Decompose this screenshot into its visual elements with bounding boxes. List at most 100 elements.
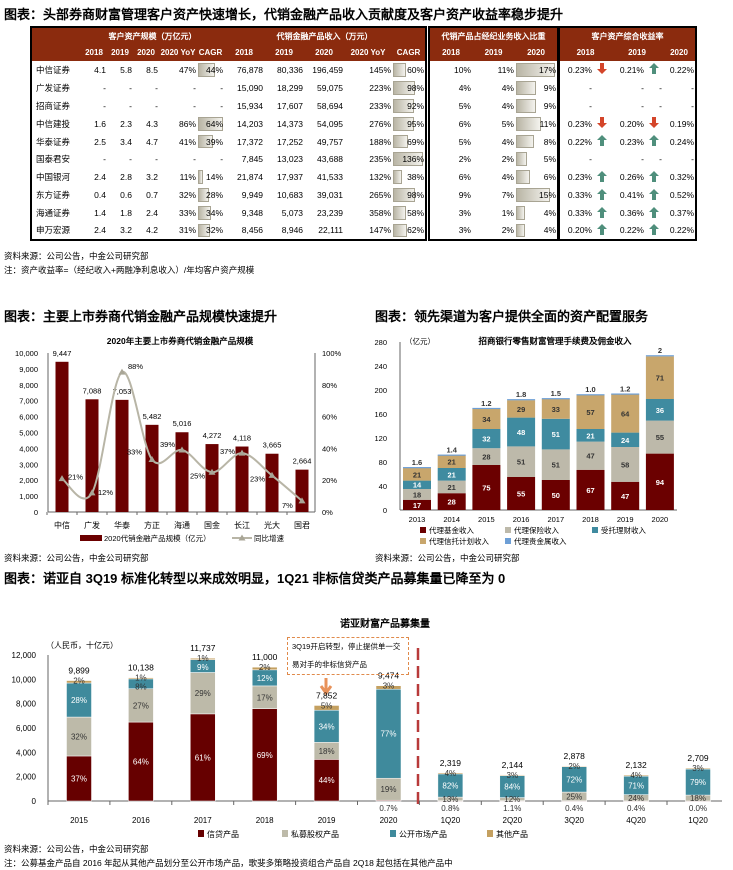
segment-label: 71 xyxy=(656,374,664,383)
segment-label: 18 xyxy=(413,490,421,499)
growth-marker xyxy=(118,368,126,375)
table-row: 中国银河 2.4 2.8 3.2 11% 14% 21,874 17,937 41,533 132… xyxy=(31,168,426,186)
data-bar xyxy=(393,134,409,149)
cell-r-0: 17,372 xyxy=(237,136,264,147)
cell-r-4: 69% xyxy=(392,133,426,151)
cell-a-0: - xyxy=(103,82,106,93)
arrow-down-icon xyxy=(648,117,659,129)
segment-label: 51 xyxy=(517,458,525,467)
segment-label: 1.5 xyxy=(551,389,561,398)
cell-y-2: 0.21% xyxy=(619,64,644,75)
cell-r-2: 23,239 xyxy=(317,208,344,219)
x-tick-label: 2018 xyxy=(256,816,274,825)
stack-segment xyxy=(313,709,340,743)
y-tick-label: 3,000 xyxy=(19,460,38,469)
stack-segment xyxy=(472,429,501,449)
cell-a-1: - xyxy=(129,154,132,165)
stack-segment xyxy=(499,774,526,776)
cell-y-3 xyxy=(645,61,663,79)
stack-segment xyxy=(251,666,278,671)
y2-tick-label: 60% xyxy=(322,413,337,422)
y-tick-label: 4,000 xyxy=(19,444,38,453)
stack-segment xyxy=(437,493,466,510)
segment-label: 2% xyxy=(259,663,271,672)
arrow-up-icon xyxy=(648,223,659,235)
stack-segment xyxy=(403,480,431,489)
segment-label: 34% xyxy=(319,722,335,731)
table-group-3: 客户资产综合收益率 2018 2019 2020 0.23% 0.21% 0.22% - - - -… xyxy=(558,26,698,241)
figure2-title: 图表：主要上市券商代销金融产品规模快速提升 xyxy=(4,309,278,324)
legend-swatch-bar xyxy=(80,535,102,541)
chart-title: 招商银行零售财富管理手续费及佣金收入 xyxy=(478,336,632,346)
cell-a-1: 1.8 xyxy=(120,208,132,219)
segment-label: 3% xyxy=(507,771,519,780)
stack-segment xyxy=(128,721,154,802)
cell-s-2: 8% xyxy=(515,133,558,151)
data-bar xyxy=(393,98,414,113)
cell-r-0: 21,874 xyxy=(237,172,264,183)
broker-name: 广发证券 xyxy=(36,82,71,93)
legend-swatch xyxy=(505,538,511,544)
data-bar xyxy=(516,98,537,113)
cell-y-3 xyxy=(645,168,663,186)
legend-label: 其他产品 xyxy=(496,829,528,839)
cell-a-1: 5.8 xyxy=(120,64,132,75)
corner-cell xyxy=(31,27,81,44)
cell-s-1: 2% xyxy=(501,154,514,165)
cell-r-0: 15,090 xyxy=(237,82,264,93)
total-label: 10,138 xyxy=(128,663,154,673)
stack-segment xyxy=(128,688,154,723)
cell-y-2: 0.23% xyxy=(619,136,644,147)
table-row: 6% 4% 6% xyxy=(429,168,558,186)
arrow-up-icon xyxy=(648,135,659,146)
cell-s-1: 4% xyxy=(501,82,514,93)
cell-s-0: 5% xyxy=(458,136,471,147)
data-bar xyxy=(393,63,407,77)
cell-y-0: 0.23% xyxy=(567,118,592,129)
group-header: 代销金融产品收入（万元） xyxy=(224,27,427,44)
segment-label: 13% xyxy=(442,795,458,804)
segment-label: 12% xyxy=(257,674,273,683)
segment-label: 21 xyxy=(413,470,421,479)
segment-label: 25% xyxy=(566,792,582,801)
growth-marker xyxy=(268,471,276,478)
segment-label: 72% xyxy=(566,775,582,784)
bar-value-label: 3,665 xyxy=(263,441,282,450)
x-tick-label: 2015 xyxy=(478,515,495,524)
y-tick-label: 160 xyxy=(374,410,387,419)
stack-segment xyxy=(561,765,587,767)
cell-y-0: 0.20% xyxy=(567,225,592,236)
table-row: 0.23% 0.26% 0.32% xyxy=(559,168,696,186)
cell-r-4: 95% xyxy=(392,115,426,133)
arrow-down-icon xyxy=(596,63,607,75)
data-bar xyxy=(198,116,223,131)
arrow-up-icon xyxy=(648,188,659,200)
cell-y-4: 0.32% xyxy=(669,172,695,183)
segment-label: 0.8% xyxy=(441,804,459,813)
cell-a-0: 4.1 xyxy=(94,64,106,75)
cell-s-0: 5% xyxy=(458,100,471,111)
stack-segment xyxy=(541,418,570,450)
cell-a-4: 34% xyxy=(197,204,224,222)
cell-s-2: 11% xyxy=(515,115,558,133)
bar-value-label: 4,118 xyxy=(233,434,251,443)
segment-label: 44% xyxy=(319,776,335,785)
table-row: 广发证券 - - - - - 15,090 18,299 59,075 223% 98% xyxy=(31,79,426,97)
y-tick-label: 2,000 xyxy=(19,476,38,485)
cell-a-0: 2.4 xyxy=(94,225,106,236)
segment-label: 1.4 xyxy=(446,446,457,455)
x-tick-label: 2015 xyxy=(70,816,88,825)
cell-r-2: 43,688 xyxy=(317,154,344,165)
bar xyxy=(235,446,249,512)
cell-a-0: 2.4 xyxy=(94,172,106,183)
cell-r-0: 9,348 xyxy=(241,208,264,219)
segment-label: 79% xyxy=(690,778,706,787)
cell-s-0: 3% xyxy=(458,208,471,219)
x-tick-label: 2017 xyxy=(194,816,212,825)
year-header: 2019 xyxy=(611,44,663,61)
segment-label: 0.4% xyxy=(627,804,645,813)
total-label: 2,709 xyxy=(687,753,709,763)
segment-label: 17 xyxy=(413,501,421,510)
broker-name: 华泰证券 xyxy=(36,136,71,147)
table-row: 0.33% 0.36% 0.37% xyxy=(559,204,696,222)
